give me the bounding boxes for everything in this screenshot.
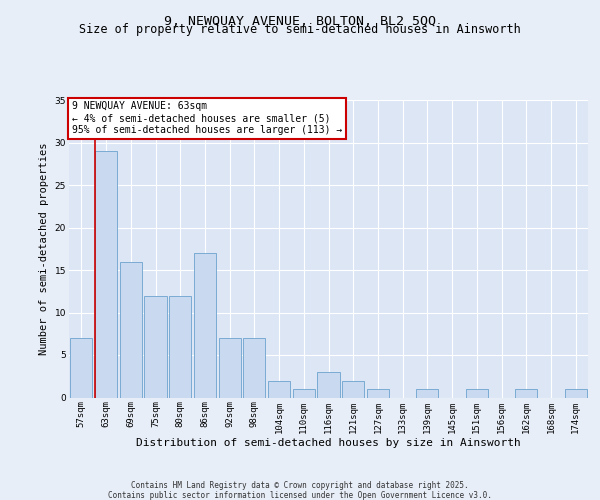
Bar xyxy=(268,380,290,398)
Y-axis label: Number of semi-detached properties: Number of semi-detached properties xyxy=(39,142,49,355)
X-axis label: Distribution of semi-detached houses by size in Ainsworth: Distribution of semi-detached houses by … xyxy=(136,438,521,448)
Bar xyxy=(95,151,117,398)
Bar xyxy=(466,389,488,398)
Bar xyxy=(243,338,265,398)
Text: 9, NEWQUAY AVENUE, BOLTON, BL2 5QQ: 9, NEWQUAY AVENUE, BOLTON, BL2 5QQ xyxy=(164,15,436,28)
Bar xyxy=(565,389,587,398)
Bar xyxy=(145,296,167,398)
Bar xyxy=(367,389,389,398)
Text: Contains HM Land Registry data © Crown copyright and database right 2025.: Contains HM Land Registry data © Crown c… xyxy=(131,481,469,490)
Bar xyxy=(194,253,216,398)
Bar xyxy=(218,338,241,398)
Text: 9 NEWQUAY AVENUE: 63sqm
← 4% of semi-detached houses are smaller (5)
95% of semi: 9 NEWQUAY AVENUE: 63sqm ← 4% of semi-det… xyxy=(71,102,342,134)
Bar xyxy=(119,262,142,398)
Bar xyxy=(317,372,340,398)
Bar xyxy=(169,296,191,398)
Bar xyxy=(293,389,315,398)
Bar xyxy=(70,338,92,398)
Text: Size of property relative to semi-detached houses in Ainsworth: Size of property relative to semi-detach… xyxy=(79,22,521,36)
Bar xyxy=(515,389,538,398)
Text: Contains public sector information licensed under the Open Government Licence v3: Contains public sector information licen… xyxy=(108,491,492,500)
Bar xyxy=(342,380,364,398)
Bar xyxy=(416,389,439,398)
